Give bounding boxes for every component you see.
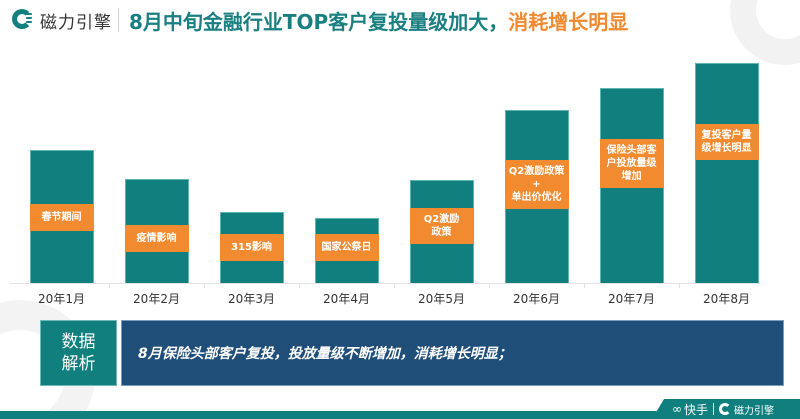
x-axis-label: 20年2月: [133, 292, 180, 306]
bar-annotation: 315影响: [219, 233, 284, 261]
footer-brand-tab: ∞ 快手 磁力引擎: [652, 399, 800, 419]
x-axis-tick: [489, 283, 490, 288]
bar-annotation: Q2激励政策 + 单出价优化: [504, 159, 569, 209]
analysis-tag: 数据 解析: [40, 320, 117, 386]
bar-annotation: 保险头部客 户投放量级 增加: [599, 138, 664, 188]
brand-logo: 磁力引擎: [12, 5, 112, 35]
x-axis-tick: [109, 283, 110, 288]
x-axis-label: 20年5月: [418, 292, 465, 306]
bar: 春节期间: [29, 150, 94, 283]
header-divider: [118, 8, 119, 32]
x-axis-label: 20年7月: [608, 292, 655, 306]
analysis-panel: 数据 解析 8月保险头部客户复投，投放量级不断增加，消耗增长明显；: [40, 320, 784, 386]
brand-name: 磁力引擎: [40, 12, 112, 33]
x-axis-line: [10, 283, 760, 284]
bar-annotation: Q2激励 政策: [409, 208, 474, 244]
bar: 315影响: [219, 212, 284, 283]
title-accent: 消耗增长明显: [508, 9, 629, 34]
bar-annotation: 春节期间: [29, 203, 94, 231]
x-axis-label: 20年6月: [513, 292, 560, 306]
bar-annotation: 国家公祭日: [314, 233, 379, 261]
bar: 国家公祭日: [314, 218, 379, 283]
footer-divider: [713, 403, 715, 415]
bar-annotation: 疫情影响: [124, 224, 189, 252]
bar: Q2激励政策 + 单出价优化: [504, 110, 569, 283]
footer-brand-magnet: 磁力引擎: [734, 405, 775, 417]
x-axis-label: 20年1月: [38, 292, 85, 306]
bar: 疫情影响: [124, 179, 189, 283]
x-axis-tick: [394, 283, 395, 288]
bar: Q2激励 政策: [409, 180, 474, 283]
x-axis-tick: [204, 283, 205, 288]
header: 磁力引擎 8月中旬金融行业TOP客户复投量级加大，消耗增长明显: [0, 0, 800, 40]
bar-chart: 春节期间 20年1月 疫情影响 20年2月 315影响 20年3月 国家公祭日 20年4月 Q2…: [0, 50, 800, 310]
magnet-engine-logo-icon: [12, 9, 34, 31]
x-axis-label: 20年4月: [323, 292, 370, 306]
kuaishou-logo-icon: ∞: [672, 402, 682, 416]
x-axis-tick: [584, 283, 585, 288]
bar: 复投客户量 级增长明显: [694, 63, 759, 283]
x-axis-label: 20年8月: [703, 292, 750, 306]
footer-bar: [0, 411, 800, 419]
x-axis-tick: [679, 283, 680, 288]
x-axis-label: 20年3月: [228, 292, 275, 306]
magnet-engine-logo-icon: [719, 403, 732, 415]
title-main: 8月中旬金融行业TOP客户复投量级加大，: [129, 9, 509, 34]
bar-annotation: 复投客户量 级增长明显: [694, 124, 759, 160]
analysis-text: 8月保险头部客户复投，投放量级不断增加，消耗增长明显；: [121, 320, 784, 386]
bar: 保险头部客 户投放量级 增加: [599, 88, 664, 283]
x-axis-tick: [299, 283, 300, 288]
footer-brand-kuaishou: 快手: [684, 402, 709, 417]
page-title: 8月中旬金融行业TOP客户复投量级加大，消耗增长明显: [129, 6, 628, 35]
